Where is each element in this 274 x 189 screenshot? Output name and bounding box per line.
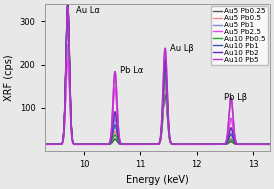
Text: Pb Lα: Pb Lα xyxy=(120,66,143,75)
Text: Au Lβ: Au Lβ xyxy=(170,44,193,53)
Text: Au Lα: Au Lα xyxy=(76,5,99,15)
Text: Pb Lβ: Pb Lβ xyxy=(224,93,247,102)
Y-axis label: XRF (cps): XRF (cps) xyxy=(4,54,14,101)
X-axis label: Energy (keV): Energy (keV) xyxy=(126,175,189,185)
Legend: Au5 Pb0.25, Au5 Pb0.5, Au5 Pb1, Au5 Pb2.5, Au10 Pb0.5, Au10 Pb1, Au10 Pb2, Au10 : Au5 Pb0.25, Au5 Pb0.5, Au5 Pb1, Au5 Pb2.… xyxy=(211,6,269,65)
